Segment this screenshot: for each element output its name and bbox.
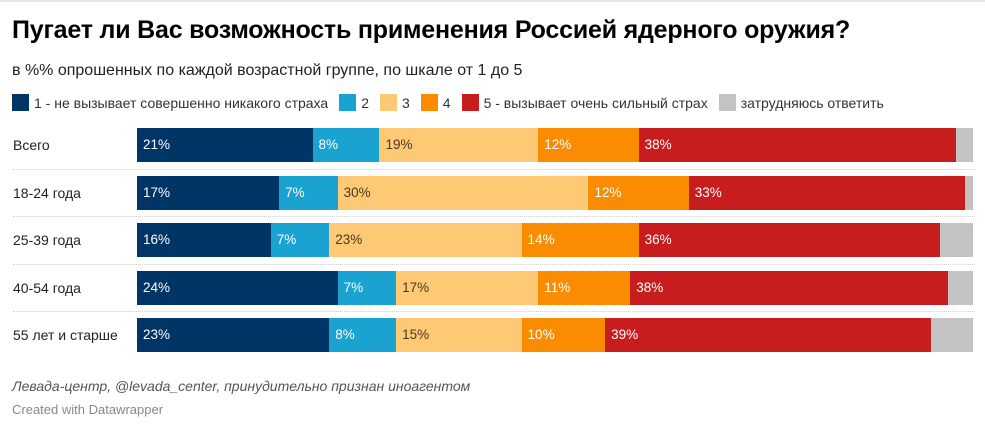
data-label: 11% — [544, 279, 571, 295]
data-label: 19% — [385, 137, 413, 152]
row-label: 40-54 года — [13, 279, 81, 296]
data-label: 39% — [611, 327, 639, 342]
data-label: 7% — [276, 232, 297, 247]
legend-label: 4 — [442, 94, 451, 111]
bar-row: 18-24 года 17% 7% 30% 12% 33% — [0, 175, 985, 210]
legend-swatch — [339, 94, 357, 111]
legend-swatch — [379, 94, 397, 111]
credit-link[interactable]: Created with Datawrapper — [12, 402, 164, 417]
bar-segment: 7% — [337, 270, 397, 305]
legend-swatch — [718, 94, 736, 111]
bar-segment: 39% — [605, 318, 932, 352]
bar-segment: 12% — [538, 128, 639, 162]
stacked-bar: 16% 7% 23% 14% 36% — [137, 223, 973, 257]
legend-item: 4 — [420, 94, 451, 111]
stacked-bar: 23% 8% 15% 10% 39% — [137, 318, 973, 352]
data-label: 36% — [644, 232, 672, 247]
legend-item: 3 — [379, 94, 410, 111]
data-label: 23% — [335, 232, 363, 247]
bar-segment: 36% — [638, 223, 940, 257]
data-label: 21% — [143, 137, 171, 152]
data-label: 15% — [402, 327, 430, 342]
bar-segment: 11% — [538, 270, 631, 305]
data-label: 12% — [594, 184, 622, 200]
bar-segment: 23% — [137, 318, 330, 352]
bar-segment: 17% — [137, 175, 280, 210]
legend-label: 5 - вызывает очень сильный страх — [483, 94, 708, 111]
legend-item: 5 - вызывает очень сильный страх — [461, 94, 708, 111]
data-label: 30% — [343, 184, 371, 200]
legend-item: 2 — [339, 94, 369, 111]
chart-title: Пугает ли Вас возможность применения Рос… — [12, 16, 851, 44]
data-label: 24% — [143, 279, 171, 295]
bar-segment: 24% — [137, 270, 338, 305]
bar-segment — [947, 270, 973, 305]
top-border — [0, 0, 985, 2]
bar-segment: 17% — [396, 270, 539, 305]
legend-swatch — [420, 94, 438, 111]
bar-segment: 30% — [337, 175, 589, 210]
data-label: 8% — [318, 137, 339, 152]
bar-segment: 8% — [312, 128, 380, 162]
source-note: Левада-центр, @levada_center, принудител… — [12, 378, 471, 394]
legend-swatch — [12, 94, 29, 111]
row-separator — [13, 216, 975, 217]
row-separator — [13, 168, 975, 170]
bar-row: 40-54 года 24% 7% 17% 11% 38% — [0, 270, 985, 305]
bar-segment: 7% — [279, 175, 338, 210]
data-label: 17% — [402, 279, 430, 295]
legend-label: 2 — [361, 94, 369, 111]
bar-segment: 15% — [396, 318, 522, 352]
legend-item: затрудняюсь ответить — [718, 94, 884, 111]
chart-subtitle: в %% опрошенных по каждой возрастной гру… — [12, 62, 523, 79]
data-label: 33% — [694, 184, 722, 200]
data-label: 12% — [544, 137, 572, 152]
data-label: 23% — [143, 327, 171, 342]
bar-segment — [956, 128, 973, 162]
bar-row: 55 лет и старше 23% 8% 15% 10% 39% — [0, 318, 985, 352]
bar-segment: 7% — [270, 223, 330, 257]
bar-segment — [939, 223, 973, 257]
data-label: 14% — [527, 232, 555, 247]
bar-segment: 8% — [329, 318, 397, 352]
data-label: 17% — [143, 184, 171, 200]
legend-item: 1 - не вызывает совершенно никакого стра… — [12, 94, 328, 111]
row-label: 25-39 года — [13, 232, 81, 248]
legend-label: затрудняюсь ответить — [740, 94, 884, 111]
bar-segment: 33% — [688, 175, 965, 210]
bar-segment: 12% — [588, 175, 689, 210]
stacked-bar: 17% 7% 30% 12% 33% — [137, 175, 973, 210]
data-label: 7% — [285, 184, 305, 200]
bar-row: Всего 21% 8% 19% 12% 38% — [0, 128, 985, 162]
legend-label: 3 — [401, 94, 410, 111]
data-label: 16% — [143, 232, 171, 247]
row-label: 55 лет и старше — [13, 327, 118, 343]
stacked-bar: 21% 8% 19% 12% 38% — [137, 128, 973, 162]
row-label: Всего — [13, 137, 50, 153]
stacked-bar: 24% 7% 17% 11% 38% — [137, 270, 973, 305]
data-label: 7% — [343, 279, 364, 295]
data-label: 38% — [644, 137, 672, 152]
data-label: 8% — [335, 327, 355, 342]
bar-row: 25-39 года 16% 7% 23% 14% 36% — [0, 223, 985, 257]
bar-segment: 10% — [521, 318, 606, 352]
bar-segment — [964, 175, 973, 210]
legend-swatch — [461, 94, 479, 111]
legend: 1 - не вызывает совершенно никакого стра… — [12, 94, 895, 111]
bar-segment: 23% — [329, 223, 522, 257]
bar-segment: 19% — [379, 128, 539, 162]
legend-label: 1 - не вызывает совершенно никакого стра… — [34, 94, 329, 111]
bar-segment — [931, 318, 973, 352]
row-separator — [13, 311, 975, 312]
data-label: 38% — [636, 279, 664, 295]
bar-segment: 21% — [137, 128, 313, 162]
bar-segment: 38% — [630, 270, 948, 305]
bar-segment: 38% — [638, 128, 957, 162]
row-label: 18-24 года — [13, 184, 81, 201]
bar-segment: 14% — [521, 223, 639, 257]
row-separator — [13, 263, 975, 265]
data-label: 10% — [527, 327, 555, 342]
bar-segment: 16% — [137, 223, 271, 257]
